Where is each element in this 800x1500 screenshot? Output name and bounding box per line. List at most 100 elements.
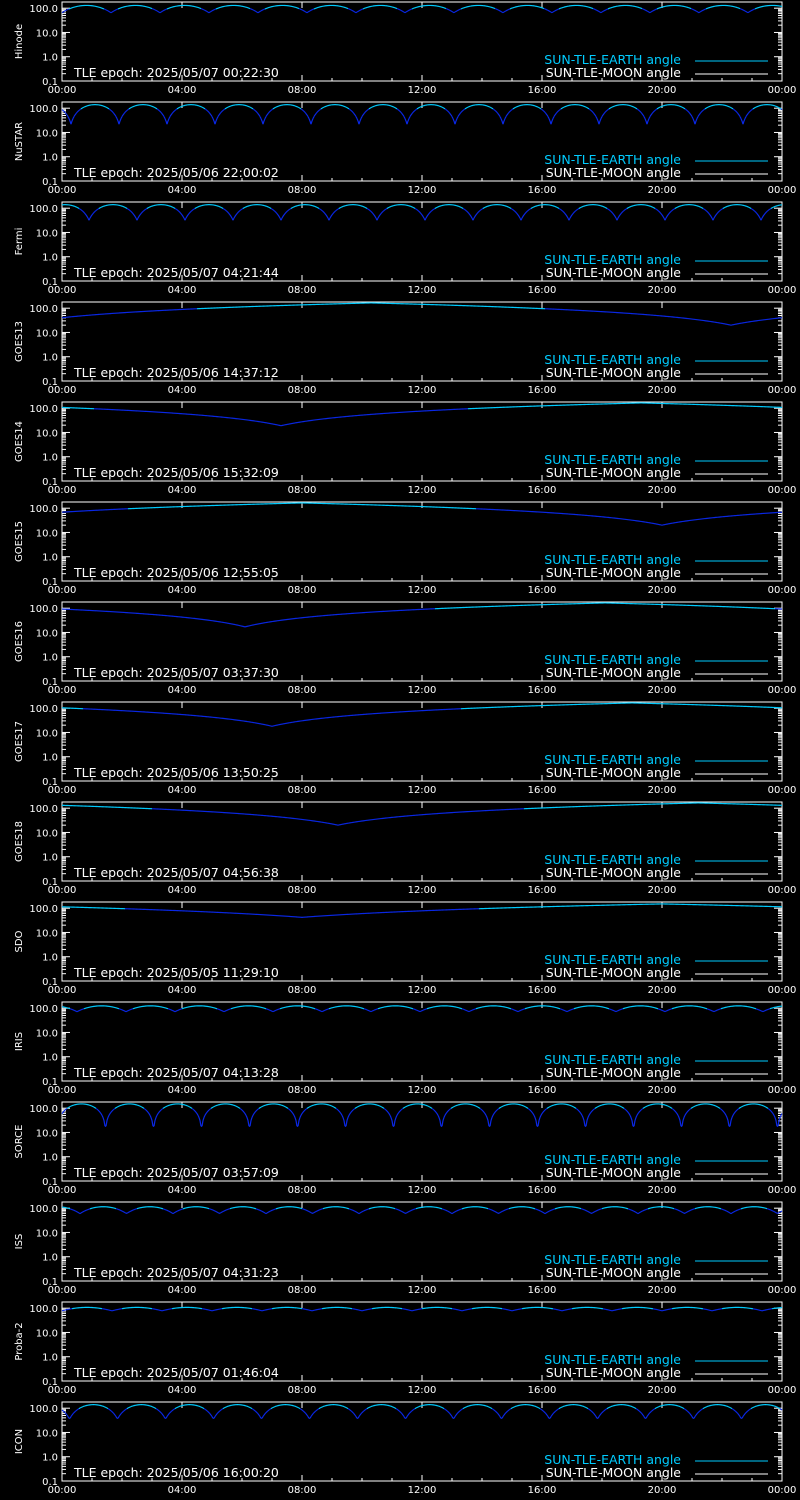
earth-angle-segment <box>406 120 409 125</box>
earth-angle-segment <box>396 108 399 111</box>
legend-moon-label: SUN-TLE-MOON angle <box>546 165 682 180</box>
earth-angle-segment <box>716 212 719 214</box>
earth-angle-segment <box>565 214 568 217</box>
earth-angle-segment <box>688 112 691 114</box>
y-tick-label: 10.0 <box>36 528 58 539</box>
earth-angle-segment <box>106 9 109 12</box>
earth-angle-segment <box>498 9 501 12</box>
earth-angle-segment <box>333 211 336 213</box>
satellite-name: Fermi <box>14 228 25 256</box>
earth-angle-segment <box>765 211 768 213</box>
earth-angle-segment <box>672 208 675 211</box>
earth-angle-segment <box>690 114 693 117</box>
legend-earth-label: SUN-TLE-EARTH angle <box>544 352 681 367</box>
earth-angle-segment <box>108 10 111 13</box>
earth-angle-segment <box>464 107 467 110</box>
earth-angle-segment <box>416 209 419 212</box>
earth-angle-segment <box>702 207 705 210</box>
earth-angle-segment <box>212 9 215 11</box>
earth-angle-segment <box>233 216 236 219</box>
earth-angle-segment <box>63 110 66 113</box>
earth-angle-segment <box>637 109 640 111</box>
earth-angle-segment <box>317 109 320 112</box>
earth-angle-segment <box>530 207 533 209</box>
earth-angle-segment <box>316 110 319 113</box>
earth-angle-segment <box>479 209 482 212</box>
earth-angle-segment <box>349 109 352 111</box>
earth-angle-segment <box>298 107 301 109</box>
legend-earth-label: SUN-TLE-EARTH angle <box>544 152 681 167</box>
earth-angle-segment <box>162 9 165 12</box>
earth-angle-segment <box>282 214 285 217</box>
earth-angle-segment <box>731 107 734 110</box>
earth-angle-segment <box>494 109 497 112</box>
earth-angle-segment <box>252 108 255 111</box>
earth-angle-segment <box>674 207 677 209</box>
earth-angle-segment <box>681 106 684 109</box>
earth-angle-segment <box>371 212 374 214</box>
earth-angle-segment <box>61 109 64 111</box>
earth-angle-segment <box>453 11 456 14</box>
earth-angle-segment <box>373 214 376 217</box>
earth-angle-segment <box>556 206 559 209</box>
y-tick-label: 10.0 <box>36 428 58 439</box>
earth-angle-segment <box>257 11 260 14</box>
earth-angle-segment <box>611 212 614 214</box>
earth-angle-segment <box>753 210 756 212</box>
earth-angle-segment <box>161 113 164 116</box>
earth-angle-segment <box>314 113 317 116</box>
earth-angle-segment <box>228 213 231 216</box>
earth-angle-segment <box>307 116 310 119</box>
earth-angle-segment <box>610 106 613 109</box>
earth-angle-segment <box>710 216 713 219</box>
earth-angle-segment <box>769 207 772 210</box>
earth-angle-segment <box>204 9 207 12</box>
earth-angle-segment <box>417 107 420 109</box>
earth-angle-segment <box>696 116 699 119</box>
earth-angle-segment <box>430 210 433 212</box>
earth-angle-segment <box>492 108 495 111</box>
earth-angle-segment <box>105 9 108 11</box>
earth-angle-segment <box>383 209 386 212</box>
earth-angle-segment <box>80 107 83 110</box>
earth-angle-segment <box>384 208 387 211</box>
earth-angle-segment <box>99 206 102 209</box>
earth-angle-segment <box>138 214 141 217</box>
earth-angle-segment <box>154 9 157 11</box>
earth-angle-segment <box>308 10 311 12</box>
earth-angle-segment <box>74 113 77 116</box>
earth-angle-segment <box>742 120 745 125</box>
earth-angle-segment <box>518 216 521 219</box>
legend-earth-label: SUN-TLE-EARTH angle <box>544 252 681 267</box>
earth-angle-segment <box>754 106 757 109</box>
earth-angle-segment <box>466 211 469 213</box>
earth-angle-segment <box>312 116 315 119</box>
earth-angle-segment <box>501 11 504 14</box>
earth-angle-segment <box>272 107 275 110</box>
earth-angle-segment <box>369 107 372 109</box>
earth-angle-segment <box>634 107 637 109</box>
earth-angle-segment <box>338 207 341 209</box>
earth-angle-segment <box>266 113 269 116</box>
earth-angle-segment <box>743 118 746 122</box>
earth-angle-segment <box>552 10 555 13</box>
earth-angle-segment <box>415 208 418 211</box>
earth-angle-segment <box>358 120 361 125</box>
earth-angle-segment <box>322 211 325 213</box>
earth-angle-segment <box>114 114 117 117</box>
earth-angle-segment <box>187 213 190 216</box>
earth-angle-segment <box>258 10 261 13</box>
earth-angle-segment <box>734 109 737 112</box>
earth-angle-segment <box>224 107 227 110</box>
earth-angle-segment <box>175 108 178 111</box>
earth-angle-segment <box>763 213 766 216</box>
earth-angle-segment <box>755 212 758 214</box>
earth-angle-segment <box>779 107 782 110</box>
earth-angle-segment <box>489 106 492 109</box>
earth-angle-segment <box>70 120 73 125</box>
y-tick-label: 1.0 <box>42 153 58 164</box>
earth-angle-segment <box>694 9 697 12</box>
x-tick-label: 16:00 <box>528 485 557 496</box>
earth-angle-segment <box>124 110 127 113</box>
earth-angle-segment <box>671 209 674 212</box>
